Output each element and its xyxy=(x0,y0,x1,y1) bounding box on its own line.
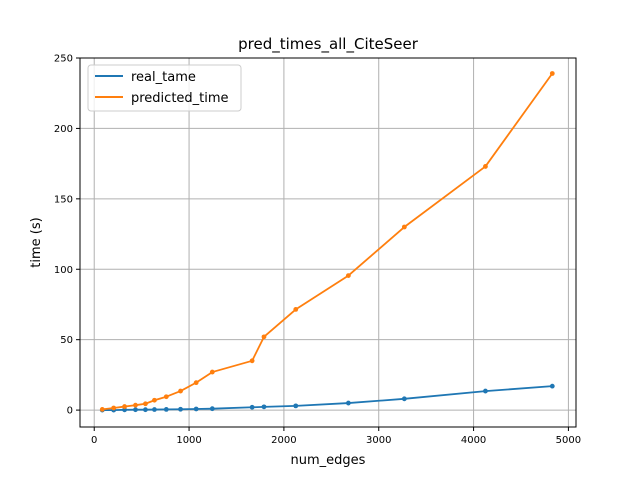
data-point-real-tame xyxy=(163,406,169,412)
x-tick-label: 1000 xyxy=(176,435,201,446)
y-axis-label: time (s) xyxy=(29,217,44,267)
y-tick-label: 0 xyxy=(67,406,73,417)
data-point-predicted-time xyxy=(483,164,488,169)
data-point-predicted-time xyxy=(111,405,117,411)
data-point-real-tame xyxy=(209,406,215,412)
data-point-predicted-time xyxy=(152,397,157,403)
data-point-predicted-time xyxy=(122,404,127,409)
plot-frame xyxy=(79,57,577,428)
data-point-real-tame xyxy=(549,383,555,389)
x-axis-label: num_edges xyxy=(291,453,366,468)
axis-ticks: 0 1000 2000 3000 4000 5000 0 50 100 150 200 250 xyxy=(54,54,581,447)
data-point-real-tame xyxy=(178,406,183,412)
data-point-predicted-time xyxy=(261,334,267,340)
data-point-predicted-time xyxy=(549,71,555,76)
x-tick-label: 0 xyxy=(91,435,97,446)
legend: real_tame predicted_time xyxy=(87,64,242,112)
data-point-predicted-time xyxy=(133,402,138,408)
series-points xyxy=(99,71,555,413)
x-tick-label: 4000 xyxy=(461,435,486,446)
data-point-real-tame xyxy=(483,388,488,394)
grid xyxy=(80,57,576,427)
data-point-predicted-time xyxy=(163,394,169,400)
y-tick-label: 200 xyxy=(54,124,73,135)
data-point-predicted-time xyxy=(345,273,351,278)
data-point-predicted-time xyxy=(143,401,148,407)
data-point-predicted-time xyxy=(293,306,299,312)
legend-label-real-tame: real_tame xyxy=(131,70,196,85)
y-tick-label: 100 xyxy=(54,265,73,276)
data-point-real-tame xyxy=(133,407,138,413)
data-point-real-tame xyxy=(261,404,267,410)
data-point-predicted-time xyxy=(193,380,199,386)
data-point-real-tame xyxy=(143,407,148,413)
x-tick-label: 2000 xyxy=(271,435,296,446)
data-point-real-tame xyxy=(152,407,157,412)
data-point-predicted-time xyxy=(99,406,105,412)
legend-box xyxy=(87,64,242,112)
data-point-real-tame xyxy=(249,404,255,410)
chart-title: pred_times_all_CiteSeer xyxy=(238,35,419,54)
data-point-predicted-time xyxy=(401,224,407,230)
data-point-real-tame xyxy=(345,400,351,406)
data-point-real-tame xyxy=(401,396,407,402)
data-point-predicted-time xyxy=(178,388,183,394)
y-tick-label: 150 xyxy=(54,194,73,205)
x-tick-label: 5000 xyxy=(556,435,581,446)
data-point-real-tame xyxy=(293,403,299,409)
legend-label-predicted-time: predicted_time xyxy=(131,91,229,106)
data-point-real-tame xyxy=(193,406,199,412)
y-tick-label: 250 xyxy=(54,54,73,65)
data-point-predicted-time xyxy=(209,369,215,375)
data-point-predicted-time xyxy=(249,358,255,364)
y-tick-label: 50 xyxy=(60,335,73,346)
x-tick-label: 3000 xyxy=(366,435,391,446)
